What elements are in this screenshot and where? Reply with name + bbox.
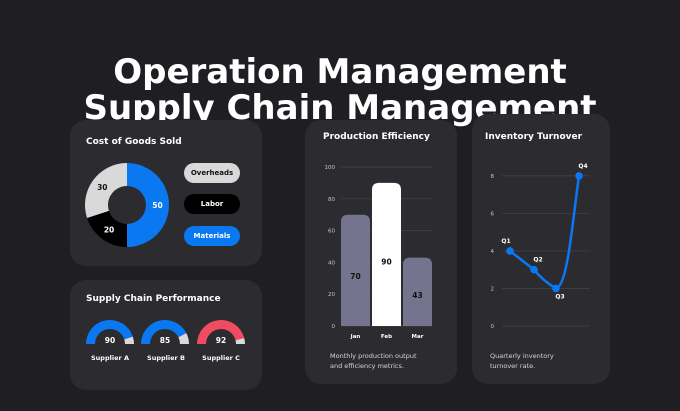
- gauge-value-0: 90: [105, 336, 115, 345]
- gauge-track-2: [235, 338, 245, 344]
- supplier-b-label: Supplier B: [147, 354, 185, 362]
- inventory-line-chart: 0 2 4 6 8 Q1 Q2 Q3 Q4: [491, 163, 590, 330]
- inventory-card: [472, 114, 610, 384]
- bar-category-label: Jan: [350, 334, 361, 340]
- legend-materials: Materials: [184, 226, 240, 246]
- inventory-line: [508, 174, 581, 290]
- supplier-c-label: Supplier C: [202, 354, 240, 362]
- production-bar-chart: 0 20 40 60 80 100 70 Jan 90 Feb 43 Mar: [325, 165, 433, 340]
- line-ytick-label: 4: [491, 249, 495, 255]
- gauge-track-1: [178, 333, 189, 344]
- bar-ytick-label: 60: [328, 229, 335, 235]
- bar-category-label: Mar: [412, 334, 424, 340]
- bar-jan: [341, 214, 370, 326]
- bar-value-label: 70: [350, 272, 360, 281]
- bar-ytick-label: 80: [328, 197, 335, 203]
- title-line-1: Operation Management: [113, 52, 567, 92]
- donut-label-overheads: 30: [97, 183, 107, 192]
- cogs-donut-chart: 50 20 30: [85, 163, 169, 247]
- bar-ytick-label: 0: [332, 324, 336, 330]
- gauge-fill-2: [197, 319, 245, 344]
- line-point-q4: [575, 172, 583, 180]
- donut-label-labor: 20: [104, 226, 114, 235]
- donut-slice-labor: [87, 210, 127, 247]
- inventory-caption-line1: Quarterly inventory: [490, 352, 554, 360]
- supplier-a-label: Supplier A: [91, 354, 129, 362]
- line-point-q3: [552, 284, 560, 293]
- line-ytick-label: 8: [491, 174, 495, 180]
- bar-ytick-label: 40: [328, 260, 335, 266]
- line-point-q1: [506, 247, 514, 255]
- production-caption-line2: and efficiency metrics.: [330, 362, 404, 370]
- bar-category-label: Feb: [381, 334, 392, 340]
- donut-label-materials: 50: [152, 201, 162, 210]
- bar-mar: [403, 257, 432, 326]
- bar-ytick-label: 100: [325, 165, 336, 171]
- gauge-value-1: 85: [160, 336, 170, 345]
- inventory-title: Inventory Turnover: [485, 132, 583, 142]
- bar-feb: [372, 182, 401, 326]
- line-point-label: Q2: [533, 257, 542, 264]
- bar-value-label: 90: [381, 258, 391, 267]
- inventory-caption: Quarterly inventory turnover rate.: [490, 351, 554, 371]
- line-point-q2: [530, 265, 538, 274]
- donut-slice-overheads: [85, 163, 127, 218]
- supplier-gauges: 90 85 92: [86, 319, 245, 345]
- supply-card: [70, 280, 262, 390]
- supply-title: Supply Chain Performance: [86, 294, 221, 304]
- line-point-label: Q4: [578, 163, 587, 170]
- line-ytick-label: 6: [491, 211, 495, 217]
- inventory-caption-line2: turnover rate.: [490, 362, 536, 370]
- production-caption-line1: Monthly production output: [330, 352, 417, 360]
- line-point-label: Q1: [501, 238, 510, 245]
- gauge-value-2: 92: [216, 336, 226, 345]
- production-title: Production Efficiency: [323, 132, 430, 142]
- line-ytick-label: 0: [491, 324, 495, 330]
- bar-value-label: 43: [412, 291, 422, 300]
- production-caption: Monthly production output and efficiency…: [330, 351, 417, 371]
- line-point-label: Q3: [555, 293, 564, 300]
- line-ytick-label: 2: [491, 286, 495, 292]
- gauge-fill-0: [86, 320, 133, 344]
- cogs-title: Cost of Goods Sold: [86, 137, 182, 147]
- donut-slice-materials: [127, 163, 169, 247]
- gauge-track-0: [124, 336, 134, 344]
- gauge-fill-1: [141, 320, 187, 344]
- legend-labor: Labor: [184, 194, 240, 214]
- bar-ytick-label: 20: [328, 292, 335, 298]
- legend-overheads: Overheads: [184, 163, 240, 183]
